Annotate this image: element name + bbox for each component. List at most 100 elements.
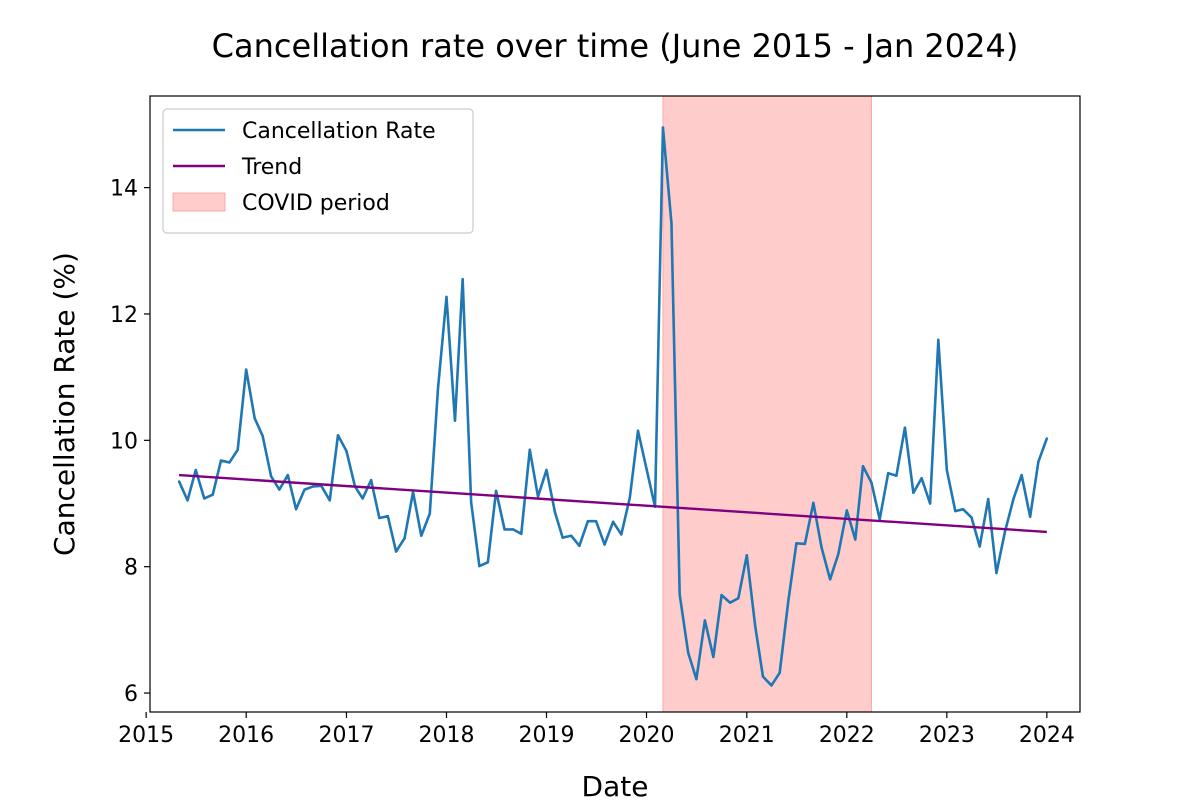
data-point [311,485,315,488]
x-tick-label: 2022 [819,723,875,748]
data-point [219,459,223,462]
data-point [420,534,423,537]
data-point [578,544,581,548]
data-point [754,625,757,628]
y-tick-label: 10 [110,429,138,454]
data-point [645,467,648,470]
data-point [403,537,406,540]
data-point [912,491,915,494]
data-point [1037,460,1040,464]
x-tick-label: 2018 [418,723,474,748]
x-axis-label: Date [582,770,649,800]
data-point [394,550,398,553]
data-point [428,512,431,515]
data-point [1020,473,1023,477]
shaded-region-0 [662,95,872,713]
data-point [336,434,340,437]
data-point [177,480,181,483]
data-point [920,477,923,480]
y-tick-label: 12 [110,303,138,328]
data-point [453,419,457,422]
data-point [1012,497,1015,501]
data-point [978,545,981,548]
y-tick-label: 6 [124,682,138,707]
data-point [728,601,732,604]
data-point [586,519,590,523]
data-point [611,520,615,524]
data-point [686,651,690,654]
data-point [203,497,206,500]
data-point [386,514,390,518]
data-point [886,471,890,475]
data-point [720,593,723,597]
data-point [553,511,557,514]
data-point [328,499,331,502]
data-point [636,429,640,433]
data-point [786,600,790,604]
data-point [928,502,932,505]
data-point [854,538,857,541]
data-point [536,495,540,498]
data-point [186,499,189,502]
x-tick-label: 2024 [1019,723,1075,748]
series-layer [177,126,1049,687]
data-point [303,488,306,491]
data-point [770,684,773,687]
x-tick-label: 2017 [318,723,374,748]
y-axis-label: Cancellation Rate (%) [48,252,81,556]
data-point [569,534,573,537]
legend-label: Cancellation Rate [242,119,436,144]
data-point [870,481,873,484]
data-point [520,532,523,536]
y-tick-label: 14 [110,177,138,202]
data-point [1003,530,1007,534]
data-point [903,426,907,429]
data-point [345,449,348,453]
y-tick-label: 8 [124,556,138,581]
data-point [503,528,506,531]
data-point [269,475,273,478]
x-tick-label: 2015 [118,723,174,748]
x-axis: 2015 2016 2017 2018 2019 2020 2021 2022 2023 2024 [118,712,1075,748]
data-point [937,338,940,342]
data-point [486,561,490,564]
data-point [795,542,798,545]
data-point [620,533,623,536]
data-point [695,677,698,681]
data-point [712,655,715,659]
plot-area-frame [149,95,1081,713]
data-point [954,509,957,513]
data-point [737,597,740,600]
data-point [945,468,949,472]
legend-label: COVID period [242,191,390,216]
x-tick-label: 2016 [218,723,274,748]
chart-title: Cancellation rate over time (June 2015 -… [212,27,1019,65]
data-point [628,496,631,500]
data-point [995,571,998,575]
data-point [845,509,849,512]
data-point [369,478,373,482]
data-point [228,461,231,464]
data-point [670,221,673,225]
data-point [661,126,665,129]
data-point [469,501,473,504]
data-point [294,507,298,511]
data-point [478,564,481,568]
data-point [494,489,498,493]
data-point [594,519,598,523]
data-point [895,474,898,477]
data-point [445,295,448,299]
legend-box [162,108,474,234]
data-point [961,507,965,511]
y-axis: 6 8 10 12 14 [110,177,150,707]
legend-swatch [172,192,226,212]
data-point [236,448,239,452]
data-point [803,542,807,546]
data-point [678,593,681,596]
data-point [778,671,781,675]
data-point [361,497,364,500]
x-tick-label: 2020 [619,723,675,748]
data-point [261,434,264,438]
data-point [378,516,381,520]
